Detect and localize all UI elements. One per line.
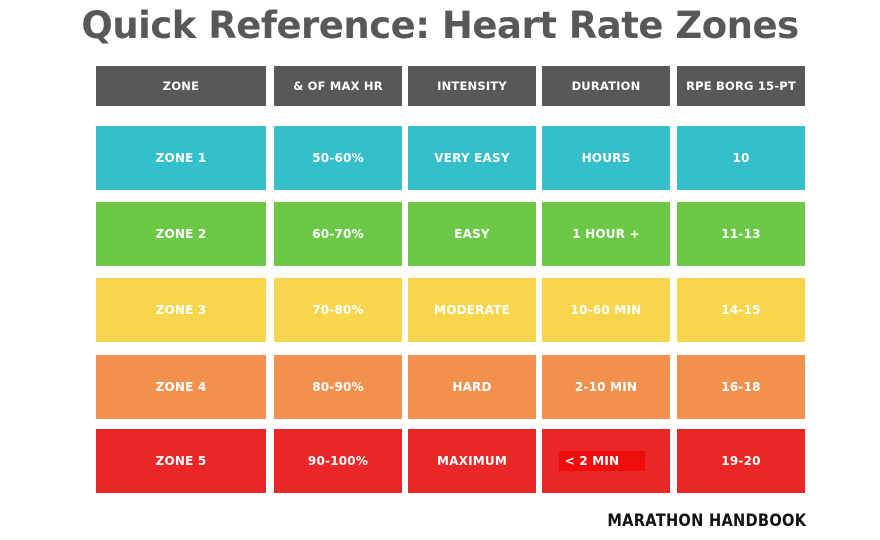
zone-3-rpe-cell: 14-15	[677, 278, 805, 342]
header-intensity: INTENSITY	[408, 66, 536, 106]
header-duration: DURATION	[542, 66, 670, 106]
zone-1-max-hr-cell: 50-60%	[274, 126, 402, 190]
zone-3-max-hr-cell: 70-80%	[274, 278, 402, 342]
zone-3-duration-cell: 10-60 MIN	[542, 278, 670, 342]
zone-1-duration-cell: HOURS	[542, 126, 670, 190]
zone-5-intensity-cell: MAXIMUM	[408, 429, 536, 493]
zone-5-duration-cell: < 2 MIN	[542, 429, 670, 493]
brand-logo-text: MARATHON HANDBOOK	[607, 511, 806, 531]
zone-2-intensity-cell: EASY	[408, 202, 536, 266]
header-max-hr: & OF MAX HR	[274, 66, 402, 106]
zone-1-intensity-cell: VERY EASY	[408, 126, 536, 190]
zone-2-max-hr-cell: 60-70%	[274, 202, 402, 266]
zone-3-zone-cell: ZONE 3	[96, 278, 266, 342]
zone-1-zone-cell: ZONE 1	[96, 126, 266, 190]
header-zone: ZONE	[96, 66, 266, 106]
zone-2-rpe-cell: 11-13	[677, 202, 805, 266]
zone-4-rpe-cell: 16-18	[677, 355, 805, 419]
header-rpe: RPE BORG 15-PT	[677, 66, 805, 106]
zone-2-zone-cell: ZONE 2	[96, 202, 266, 266]
zone-1-rpe-cell: 10	[677, 126, 805, 190]
duration-highlight-text: < 2 MIN	[558, 451, 646, 471]
zone-5-max-hr-cell: 90-100%	[274, 429, 402, 493]
zone-5-rpe-cell: 19-20	[677, 429, 805, 493]
zone-5-zone-cell: ZONE 5	[96, 429, 266, 493]
zone-2-duration-cell: 1 HOUR +	[542, 202, 670, 266]
zone-4-duration-cell: 2-10 MIN	[542, 355, 670, 419]
zone-4-zone-cell: ZONE 4	[96, 355, 266, 419]
zone-4-max-hr-cell: 80-90%	[274, 355, 402, 419]
zone-3-intensity-cell: MODERATE	[408, 278, 536, 342]
page-title: Quick Reference: Heart Rate Zones	[81, 4, 799, 47]
zone-4-intensity-cell: HARD	[408, 355, 536, 419]
